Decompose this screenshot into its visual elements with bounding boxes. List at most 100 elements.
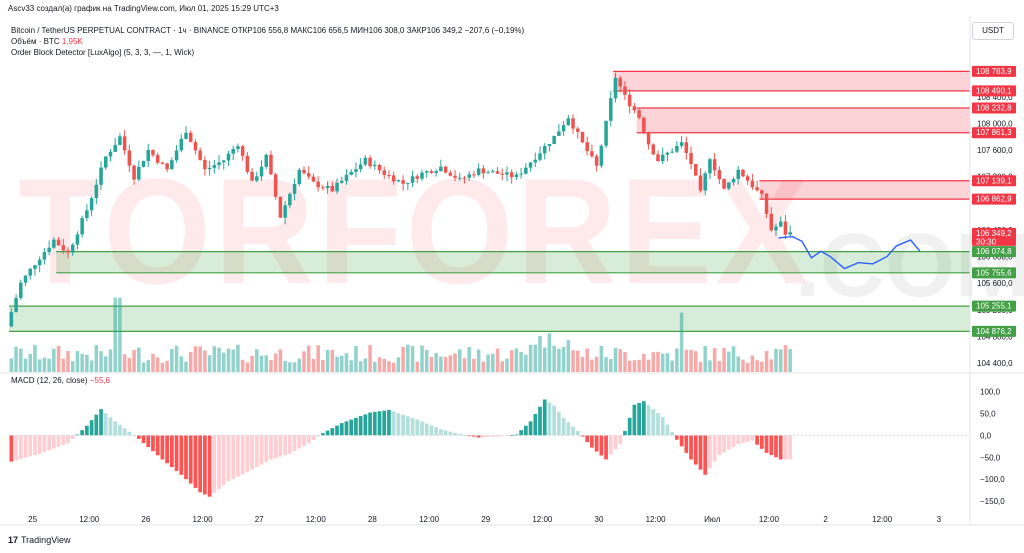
candle-body [203, 159, 207, 170]
order-block-bearish-1 [636, 108, 970, 133]
price-label-bull: 104 876,2 [976, 327, 1012, 336]
macd-bar [575, 430, 580, 436]
macd-bar [547, 402, 552, 436]
macd-bar [278, 435, 283, 457]
volume-bar [774, 348, 778, 372]
candle-body [514, 174, 519, 178]
candle-body [377, 164, 382, 171]
candle-body [420, 172, 424, 179]
candle-body [28, 268, 32, 276]
price-tick-label: 104 800,0 [977, 332, 1013, 341]
tradingview-logo[interactable]: 17 TradingView [8, 535, 71, 545]
macd-bar [9, 435, 14, 462]
candle-body [642, 117, 646, 133]
macd-bar [660, 416, 665, 436]
candle-body [188, 132, 193, 143]
volume-bar [670, 360, 674, 372]
macd-bar [410, 417, 415, 436]
candle-body [491, 171, 495, 173]
macd-bar [462, 434, 467, 436]
time-tick-label: 12:00 [193, 515, 214, 524]
macd-bar [217, 435, 221, 490]
volume-bar [410, 346, 415, 372]
volume-bar [259, 355, 264, 372]
candle-body [788, 232, 792, 235]
macd-bar [302, 435, 306, 446]
macd-bar [85, 425, 89, 436]
volume-bar [231, 349, 235, 372]
macd-bar [420, 421, 424, 436]
macd-bar [306, 435, 311, 444]
candle-body [481, 168, 486, 174]
time-tick-label: 30 [595, 515, 604, 524]
macd-bar [736, 435, 741, 445]
indicator-legend[interactable]: Order Block Detector [LuxAlgo] (5, 3, 3,… [11, 48, 195, 57]
candle-body [561, 125, 566, 132]
candle-body [344, 174, 349, 181]
macd-bar [533, 414, 538, 436]
macd-bar [297, 435, 302, 449]
volume-bar [122, 354, 127, 372]
candle-body [160, 162, 165, 164]
volume-bar [538, 335, 542, 372]
macd-bar [585, 435, 590, 443]
volume-legend[interactable]: Объём · BTC 1,95K [11, 37, 83, 46]
macd-bar [509, 435, 514, 436]
macd-bar [523, 425, 528, 436]
candle-body [273, 174, 278, 197]
volume-bar [764, 351, 769, 372]
macd-bar [599, 435, 604, 456]
macd-bar [557, 411, 561, 436]
macd-tick-label: −150,0 [980, 497, 1005, 506]
macd-bar [330, 428, 335, 436]
candle-body [358, 164, 363, 170]
volume-bar [89, 360, 94, 372]
macd-bar [387, 409, 391, 436]
candle-body [236, 146, 240, 150]
candle-body [604, 120, 608, 146]
macd-bar [571, 426, 575, 436]
macd-bar [61, 435, 66, 445]
currency-selector[interactable]: USDT [972, 22, 1014, 40]
candle-body [689, 152, 693, 165]
time-tick-label: Июл [704, 515, 721, 524]
price-label-bear-bg [972, 193, 1016, 205]
macd-histogram [9, 399, 793, 497]
volume-bar [137, 347, 141, 372]
volume-bar [373, 361, 377, 372]
volume-bar [269, 359, 273, 372]
volume-bar [19, 348, 23, 372]
volume-bar [609, 359, 613, 372]
macd-bar [344, 421, 349, 436]
volume-bar [599, 345, 604, 372]
candle-body [269, 154, 273, 175]
volume-bar [240, 359, 245, 372]
macd-bar [778, 435, 783, 460]
chart-author-line: Ascv33 создал(а) график на TradingView.c… [8, 4, 279, 13]
volume-bar [165, 360, 169, 372]
macd-bar [490, 435, 495, 437]
macd-bar [457, 434, 462, 436]
candle-body [778, 221, 783, 227]
volume-bar [75, 351, 80, 372]
volume-bar [472, 358, 476, 372]
candle-body [594, 156, 599, 166]
volume-bar [170, 349, 174, 372]
volume-bar [642, 353, 646, 372]
macd-bar [283, 435, 287, 456]
price-label-bull: 105 255,1 [976, 302, 1012, 311]
macd-bar [476, 435, 481, 438]
macd-bar [675, 435, 679, 440]
macd-bar [698, 435, 703, 470]
macd-bar [590, 435, 594, 448]
macd-legend[interactable]: MACD (12, 26, close) −55,6 [11, 376, 110, 385]
candle-body [193, 142, 198, 151]
symbol-legend[interactable]: Bitcoin / TetherUS PERPETUAL CONTRACT · … [11, 26, 525, 35]
macd-bar [316, 435, 321, 437]
volume-bar [566, 340, 571, 372]
volume-bar [278, 349, 283, 372]
volume-bar [302, 351, 306, 372]
macd-bar [89, 420, 94, 436]
candle-body [264, 154, 268, 167]
